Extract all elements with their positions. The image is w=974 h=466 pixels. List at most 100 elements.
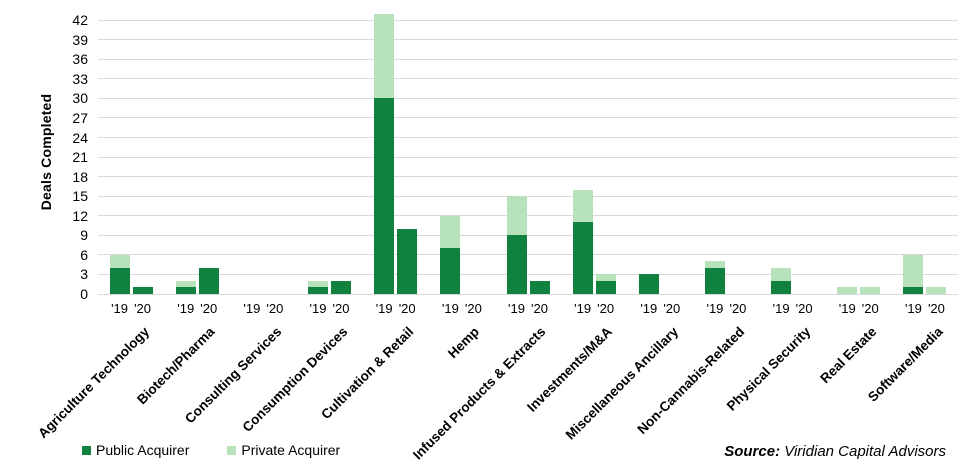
legend-item-public: Public Acquirer (82, 442, 189, 458)
x-tick-label-cultivation-retail-20: '20 (398, 301, 416, 316)
category-label-miscellaneous-ancillary: Miscellaneous Ancillary (562, 324, 681, 443)
bar-investments-m-a-19 (572, 189, 593, 294)
y-tick-label: 3 (80, 266, 88, 283)
bar-segment-public (397, 228, 418, 294)
gridline (98, 234, 958, 236)
category-label-hemp: Hemp (445, 324, 483, 362)
bar-segment-private (440, 215, 461, 249)
source-text: Viridian Capital Advisors (780, 443, 946, 460)
bar-segment-private (860, 287, 881, 294)
bar-segment-private (506, 196, 527, 236)
bar-segment-public (529, 280, 550, 294)
x-tick-label-infused-products-extracts-19: '19 (508, 301, 525, 316)
bar-segment-public (132, 287, 153, 294)
gridline (98, 117, 958, 119)
source-label: Source: (724, 443, 781, 460)
bar-miscellaneous-ancillary-19 (638, 274, 659, 294)
gridline (98, 137, 958, 139)
x-tick-label-real-estate-20: '20 (861, 301, 879, 316)
x-tick-label-software-media-20: '20 (927, 301, 945, 316)
x-tick-label-biotech-pharma-19: '19 (177, 301, 195, 316)
x-tick-label-agriculture-technology-20: '20 (134, 301, 152, 316)
x-tick-label-consumption-devices-19: '19 (309, 301, 327, 316)
category-label-agriculture-technology: Agriculture Technology (34, 324, 152, 442)
bar-segment-private (175, 280, 196, 288)
public-acquirer-swatch-icon (82, 445, 91, 455)
bar-segment-public (308, 287, 329, 294)
y-tick-label: 12 (72, 207, 88, 224)
x-tick-label-hemp-19: '19 (441, 301, 459, 316)
bar-segment-private (926, 287, 947, 294)
y-tick-label: 9 (80, 227, 88, 244)
bar-software-media-20 (926, 287, 947, 294)
x-tick-label-miscellaneous-ancillary-20: '20 (663, 301, 681, 316)
source-attribution: Source: Viridian Capital Advisors (724, 443, 946, 460)
gridline (98, 293, 958, 295)
x-tick-label-miscellaneous-ancillary-19: '19 (640, 301, 658, 316)
x-tick-label-hemp-20: '20 (464, 301, 482, 316)
bar-agriculture-technology-19 (109, 254, 130, 294)
y-tick-label: 18 (72, 168, 88, 185)
gridline (98, 78, 958, 80)
bar-physical-security-19 (771, 267, 792, 294)
bar-segment-public (506, 235, 527, 294)
bar-segment-public (572, 222, 593, 294)
bar-infused-products-extracts-20 (529, 280, 550, 294)
x-tick-label-physical-security-19: '19 (772, 301, 790, 316)
bar-agriculture-technology-20 (132, 287, 153, 294)
bar-segment-private (903, 254, 924, 288)
gridline (98, 39, 958, 41)
bar-cultivation-retail-20 (397, 228, 418, 294)
bar-segment-public (595, 280, 616, 294)
private-acquirer-swatch-icon (227, 445, 237, 455)
x-tick-label-software-media-19: '19 (904, 301, 922, 316)
bar-segment-private (308, 280, 329, 288)
x-tick-label-consulting-services-20: '20 (266, 301, 284, 316)
bar-segment-public (331, 280, 352, 294)
category-label-infused-products-extracts: Infused Products & Extracts (410, 324, 549, 463)
y-tick-label: 27 (72, 109, 88, 126)
bar-real-estate-20 (860, 287, 881, 294)
x-tick-label-physical-security-20: '20 (795, 301, 813, 316)
y-tick-label: 15 (72, 188, 88, 205)
bar-segment-public (440, 248, 461, 294)
y-tick-label: 33 (72, 70, 88, 87)
legend: Public Acquirer Private Acquirer (82, 442, 340, 458)
gridline (98, 58, 958, 60)
x-tick-label-consumption-devices-20: '20 (332, 301, 350, 316)
bar-segment-public (704, 267, 725, 294)
gridline (98, 176, 958, 178)
y-tick-label: 39 (72, 31, 88, 48)
gridline (98, 215, 958, 217)
bar-consumption-devices-19 (308, 280, 329, 294)
x-tick-label-non-cannabis-related-19: '19 (706, 301, 724, 316)
x-tick-label-agriculture-technology-19: '19 (111, 301, 129, 316)
bar-cultivation-retail-19 (374, 13, 395, 294)
gridline (98, 273, 958, 275)
y-tick-label: 24 (72, 129, 88, 146)
bar-biotech-pharma-20 (198, 267, 219, 294)
x-tick-label-investments-m-a-20: '20 (597, 301, 615, 316)
bar-investments-m-a-20 (595, 274, 616, 294)
bar-segment-public (198, 267, 219, 294)
gridline (98, 254, 958, 256)
bar-software-media-19 (903, 254, 924, 294)
y-tick-label: 42 (72, 12, 88, 29)
legend-label-public: Public Acquirer (96, 442, 190, 458)
x-tick-label-investments-m-a-19: '19 (574, 301, 592, 316)
bar-real-estate-19 (837, 287, 858, 294)
x-tick-label-cultivation-retail-19: '19 (375, 301, 393, 316)
bar-segment-private (704, 261, 725, 268)
y-tick-label: 6 (80, 246, 88, 263)
gridline (98, 97, 958, 99)
bar-non-cannabis-related-19 (704, 261, 725, 294)
bar-segment-public (638, 274, 659, 294)
y-tick-label: 36 (72, 51, 88, 68)
bar-segment-public (903, 287, 924, 294)
x-tick-label-non-cannabis-related-20: '20 (729, 301, 747, 316)
category-label-real-estate: Real Estate (817, 324, 880, 387)
gridline (98, 156, 958, 158)
bar-segment-private (771, 267, 792, 281)
bar-biotech-pharma-19 (175, 280, 196, 294)
